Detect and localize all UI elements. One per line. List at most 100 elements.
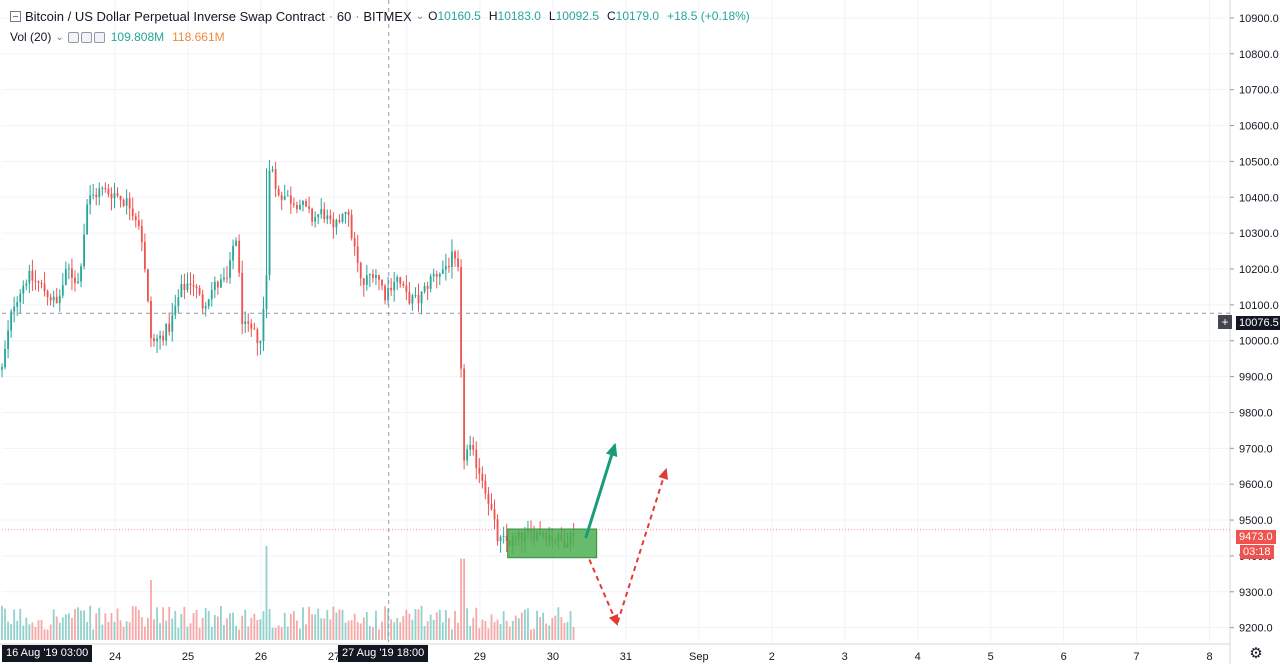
volume-bar <box>74 609 76 640</box>
volume-bar <box>572 627 575 640</box>
time-tick-label: 8 <box>1207 651 1213 663</box>
volume-bar <box>116 608 119 640</box>
candle-body <box>457 258 459 268</box>
volume-label[interactable]: Vol (20) <box>10 30 52 44</box>
volume-bar <box>542 612 545 640</box>
candle-body <box>71 268 73 278</box>
price-tick-label: 9800.0 <box>1239 407 1273 419</box>
volume-bar <box>46 629 49 640</box>
settings-icon[interactable] <box>80 31 92 43</box>
time-tick-label: 30 <box>547 651 559 663</box>
candle-body <box>368 273 371 276</box>
volume-bar <box>83 610 85 640</box>
volume-bar <box>207 611 210 640</box>
candle-body <box>280 195 283 200</box>
volume-bar <box>283 612 286 640</box>
candle-body <box>469 444 472 450</box>
volume-bar <box>566 622 569 640</box>
volume-bar <box>101 624 104 640</box>
time-tick-label: Sep <box>689 651 709 663</box>
gear-icon[interactable]: ⚙ <box>1249 645 1263 662</box>
candle-body <box>16 302 19 307</box>
candle-body <box>335 220 338 228</box>
candle-body <box>95 194 98 198</box>
volume-bar <box>153 619 155 640</box>
chevron-down-icon[interactable]: ⌄ <box>55 31 64 43</box>
candle-body <box>371 273 374 278</box>
volume-bar <box>359 623 362 640</box>
volume-bar <box>19 608 22 640</box>
eye-icon[interactable] <box>67 31 79 43</box>
volume-bar <box>511 620 514 640</box>
candle-body <box>505 536 508 542</box>
candle-body <box>177 297 180 307</box>
low-label: L <box>548 9 556 23</box>
volume-bar <box>475 607 478 640</box>
candle-body <box>147 269 149 301</box>
candle-body <box>61 285 64 296</box>
add-alert-plus-icon[interactable]: + <box>1218 315 1232 329</box>
volume-bar <box>311 614 314 640</box>
candle-body <box>329 215 332 220</box>
candle-body <box>22 285 25 294</box>
volume-bar <box>104 613 107 640</box>
candle-body <box>241 272 244 325</box>
volume-bar <box>514 615 517 640</box>
price-tick-label: 9500.0 <box>1239 515 1273 527</box>
volume-bar <box>341 609 344 640</box>
volume-bar <box>563 623 566 640</box>
volume-bar <box>192 613 195 640</box>
candle-body <box>150 300 152 339</box>
candle-body <box>262 308 265 342</box>
volume-bar <box>216 616 219 640</box>
candle-body <box>268 170 271 276</box>
candle-body <box>502 536 505 538</box>
candle-body <box>19 293 22 303</box>
candle-body <box>89 195 92 205</box>
candle-body <box>52 296 55 301</box>
volume-bar <box>140 617 143 640</box>
candle-body <box>420 291 423 304</box>
candle-body <box>55 296 58 304</box>
support-zone-rect <box>507 528 598 559</box>
volume-bar <box>168 606 171 640</box>
volume-bar <box>235 625 238 640</box>
symbol-title[interactable]: Bitcoin / US Dollar Perpetual Inverse Sw… <box>25 8 325 24</box>
candle-body <box>393 281 396 291</box>
candle-body <box>463 368 466 461</box>
candle-body <box>86 204 89 235</box>
candle-body <box>341 214 344 222</box>
volume-bar <box>454 610 456 640</box>
volume-bar <box>92 629 95 640</box>
candle-body <box>414 294 417 296</box>
volume-bar <box>67 613 70 640</box>
volume-bar <box>569 611 572 640</box>
candle-body <box>256 329 259 344</box>
candle-body <box>104 187 107 189</box>
close-icon[interactable] <box>93 31 105 43</box>
candle-body <box>162 335 165 341</box>
exchange-label[interactable]: BITMEX <box>363 8 412 24</box>
candle-body <box>143 242 146 270</box>
countdown-badge: 03:18 <box>1240 545 1274 559</box>
candle-body <box>198 287 201 295</box>
chevron-down-icon[interactable]: ⌄ <box>415 10 425 22</box>
candle-body <box>344 211 347 215</box>
candle-body <box>454 251 456 259</box>
candle-body <box>189 283 192 285</box>
volume-bar <box>277 625 280 640</box>
interval-label[interactable]: 60 <box>336 8 352 24</box>
candle-body <box>289 195 292 204</box>
candle-body <box>475 449 478 468</box>
volume-bar <box>143 626 146 640</box>
candle-body <box>125 198 128 206</box>
volume-bar <box>177 627 180 640</box>
candle-body <box>226 277 228 279</box>
close-value: 10179.0 <box>615 9 660 23</box>
volume-bar <box>110 612 113 640</box>
volume-bar <box>180 613 183 640</box>
volume-bar <box>64 614 67 640</box>
time-tick-label: 3 <box>842 651 848 663</box>
collapse-legend-icon[interactable] <box>10 10 21 22</box>
